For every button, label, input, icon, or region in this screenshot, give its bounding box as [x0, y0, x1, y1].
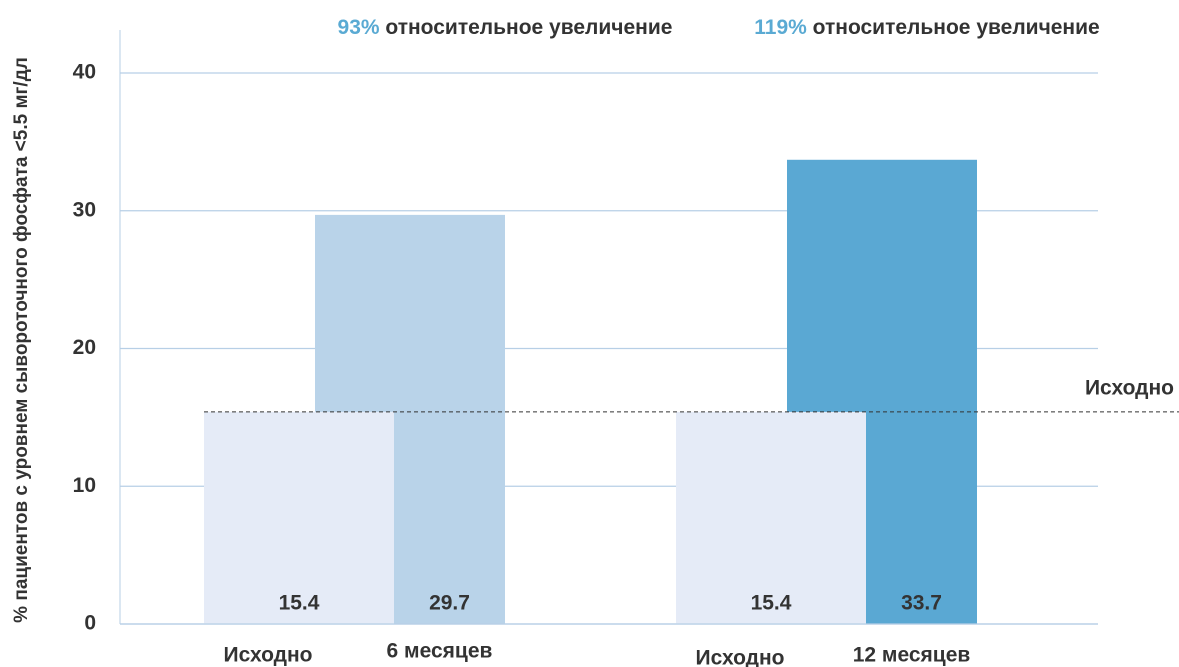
value-label: 15.4: [751, 592, 792, 615]
bar: [204, 411, 394, 624]
annotation: 93% относительное увеличение: [338, 16, 673, 39]
annotation-text: относительное увеличение: [813, 16, 1100, 39]
annotation-highlight: 119%: [754, 16, 807, 39]
y-tick-label: 40: [73, 61, 96, 84]
value-label: 29.7: [429, 592, 470, 615]
annotation: 119% относительное увеличение: [754, 16, 1099, 39]
y-tick-label: 0: [84, 612, 96, 635]
value-label: 33.7: [901, 592, 942, 615]
y-axis-label: % пациентов с уровнем сывороточного фосф…: [11, 57, 32, 623]
y-tick-label: 10: [73, 474, 96, 497]
x-tick-label: 6 месяцев: [387, 640, 493, 663]
x-tick-label: Исходно: [223, 644, 312, 667]
value-label: 15.4: [279, 592, 320, 615]
x-tick-label: 12 месяцев: [853, 644, 971, 667]
y-tick-label: 30: [73, 198, 96, 221]
bar: [676, 411, 866, 624]
annotation-text: относительное увеличение: [385, 16, 672, 39]
annotation-highlight: 93%: [338, 16, 380, 39]
y-tick-label: 20: [73, 336, 96, 359]
x-tick-label: Исходно: [695, 647, 784, 667]
reference-label: Исходно: [1085, 376, 1174, 399]
